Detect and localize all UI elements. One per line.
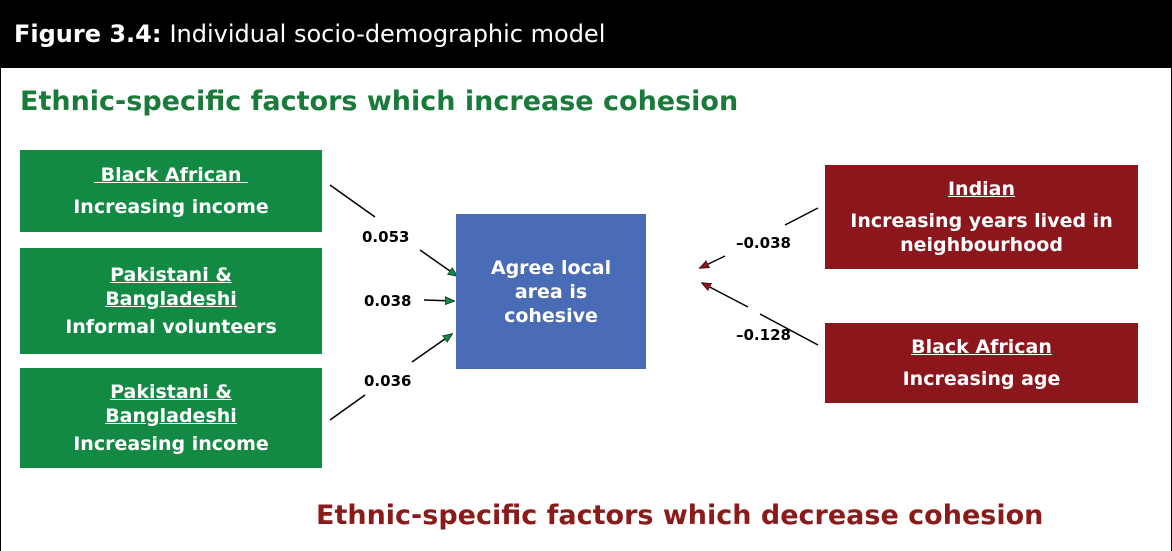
arrow [329, 394, 366, 421]
factor-box: Black African Increasing income [20, 150, 322, 232]
figure-title: Individual socio-demographic model [169, 20, 606, 48]
factor: Increasing income [73, 433, 269, 455]
frame-left [0, 68, 1, 551]
coefficient: 0.053 [362, 228, 410, 246]
factor: Increasing age [902, 368, 1061, 390]
arrow [411, 334, 452, 363]
arrow [700, 255, 726, 268]
arrow [329, 184, 376, 218]
heading-increase: Ethnic-specific factors which increase c… [20, 86, 739, 117]
arrow [419, 249, 457, 276]
group: Pakistani & Bangladeshi [105, 381, 237, 427]
group: Pakistani & Bangladeshi [105, 264, 237, 310]
coefficient: 0.036 [364, 372, 412, 390]
outcome: Agree local area is cohesive [490, 256, 612, 327]
group: Black African [911, 336, 1052, 358]
factor-box: Black African Increasing age [825, 323, 1138, 403]
group: Indian [947, 178, 1016, 200]
heading-decrease: Ethnic-specific factors which decrease c… [316, 500, 1044, 531]
coefficient: 0.038 [364, 292, 412, 310]
group: Black African [93, 164, 249, 186]
arrow [784, 207, 819, 226]
header: Figure 3.4: Individual socio-demographic … [0, 0, 1172, 68]
factor-box: Pakistani & Bangladeshi Informal volunte… [20, 248, 322, 354]
factor-box: Pakistani & Bangladeshi Increasing incom… [20, 368, 322, 468]
figure-label: Figure 3.4: [14, 20, 162, 48]
arrow [423, 300, 454, 301]
arrow [759, 313, 819, 346]
factor-box: Indian Increasing years lived in neighbo… [825, 165, 1138, 269]
coefficient: –0.128 [736, 326, 791, 344]
factor: Informal volunteers [65, 316, 277, 338]
outcome-box: Agree local area is cohesive [456, 214, 646, 369]
factor: Increasing years lived in neighbourhood [850, 210, 1113, 256]
arrow [702, 283, 749, 308]
coefficient: –0.038 [736, 234, 791, 252]
factor: Increasing income [73, 196, 269, 218]
